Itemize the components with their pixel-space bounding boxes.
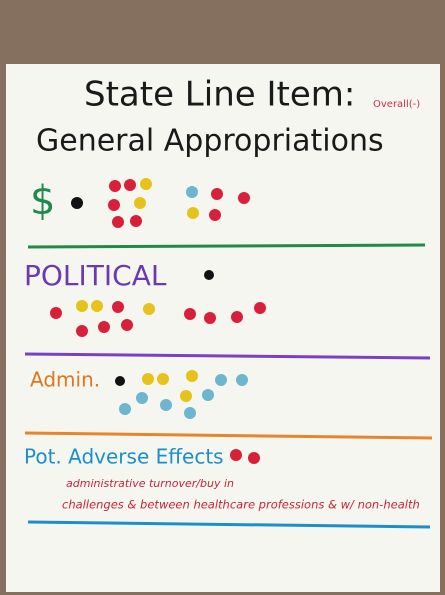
section-label: Pot. Adverse Effects — [24, 445, 224, 469]
dot — [140, 178, 152, 190]
dot — [254, 302, 266, 314]
photo: State Line Item: Overall(-) General Appr… — [0, 0, 445, 595]
dot — [121, 319, 133, 331]
dot — [98, 321, 110, 333]
dot — [134, 197, 146, 209]
dot — [215, 374, 227, 386]
dot — [184, 407, 196, 419]
dot — [50, 307, 62, 319]
dot — [119, 403, 131, 415]
dot — [187, 207, 199, 219]
dot — [160, 399, 172, 411]
dot — [209, 209, 221, 221]
dot — [230, 449, 242, 461]
dot — [115, 376, 125, 386]
dot — [124, 179, 136, 191]
dot — [186, 186, 198, 198]
title-line2: General Appropriations — [36, 124, 384, 159]
dot — [91, 300, 103, 312]
dot — [231, 311, 243, 323]
dot — [202, 389, 214, 401]
dot — [71, 197, 83, 209]
dot — [238, 192, 250, 204]
dot — [180, 390, 192, 402]
dot — [143, 303, 155, 315]
section-label: POLITICAL — [24, 259, 167, 292]
dot — [142, 373, 154, 385]
dot — [186, 370, 198, 382]
dot — [248, 452, 260, 464]
dot — [108, 199, 120, 211]
dot — [112, 216, 124, 228]
section-label: $ — [30, 178, 55, 224]
section-label: Admin. — [30, 368, 100, 392]
dot — [204, 270, 214, 280]
title-line1: State Line Item: — [84, 75, 355, 115]
dot — [157, 373, 169, 385]
dot — [76, 300, 88, 312]
dot — [76, 325, 88, 337]
dot — [112, 301, 124, 313]
dot — [204, 312, 216, 324]
dot — [211, 188, 223, 200]
title-note: Overall(-) — [373, 99, 420, 110]
dot — [136, 392, 148, 404]
dot — [130, 215, 142, 227]
note: challenges & between healthcare professi… — [62, 498, 420, 512]
dot — [184, 308, 196, 320]
dot — [236, 374, 248, 386]
divider — [28, 245, 425, 247]
dot — [109, 180, 121, 192]
note: administrative turnover/buy in — [66, 477, 234, 490]
